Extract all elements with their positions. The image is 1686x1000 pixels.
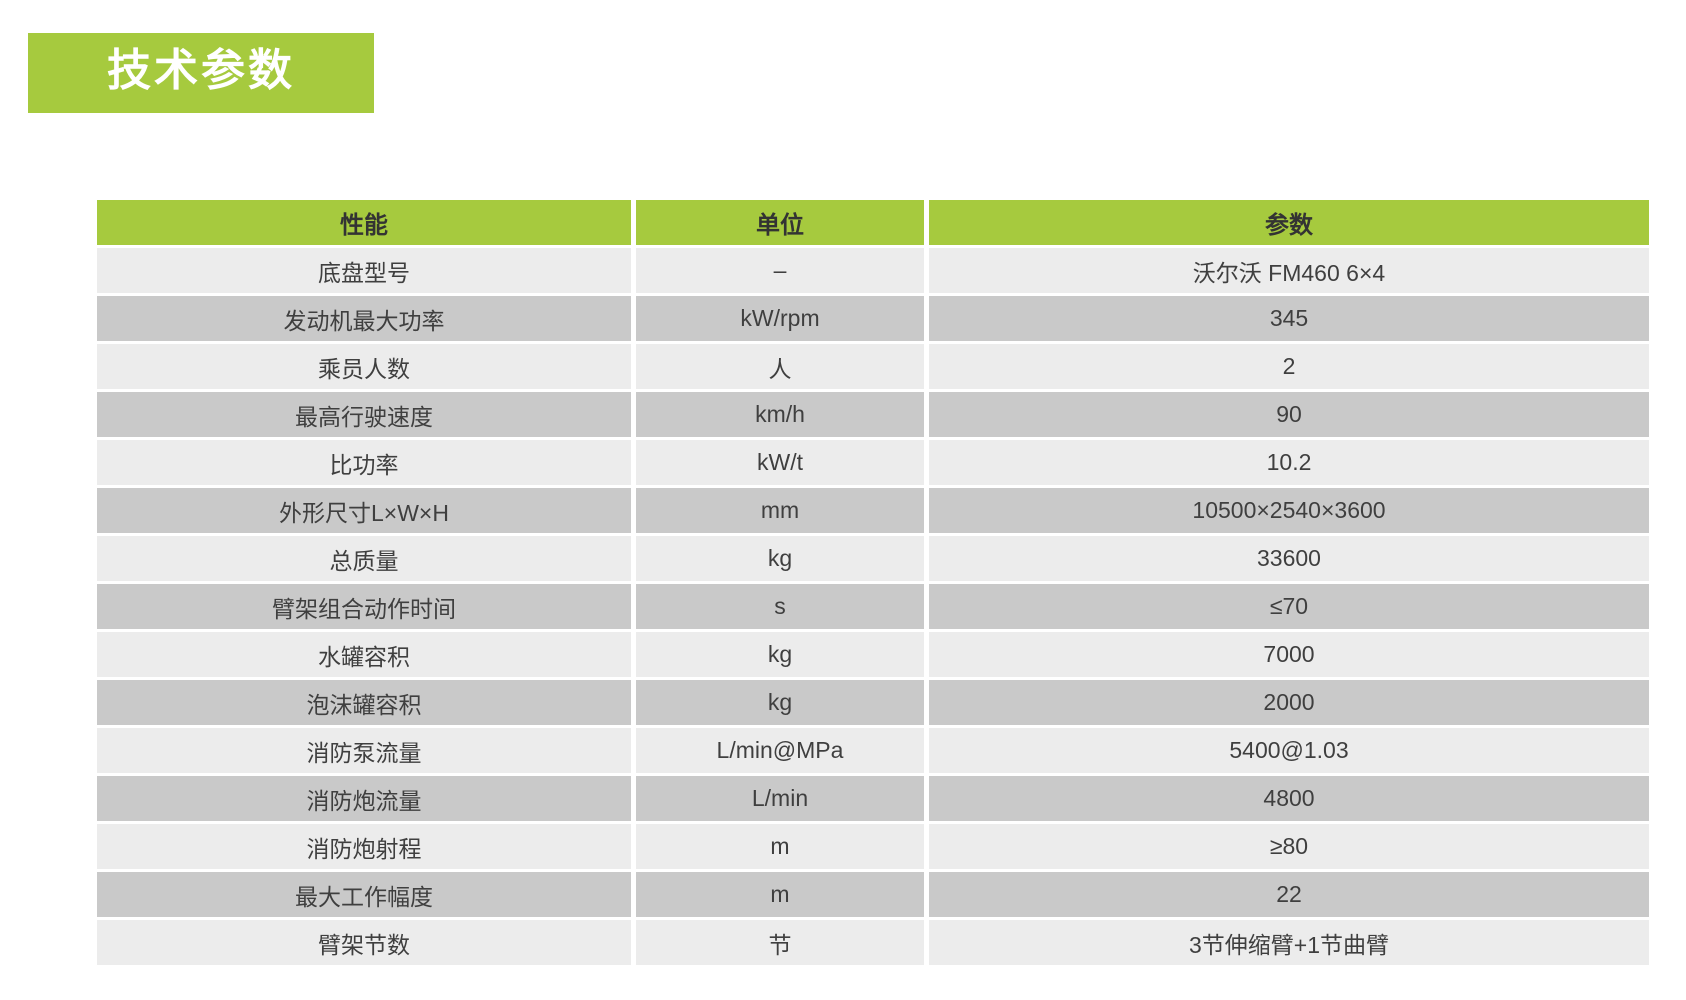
cell-name: 底盘型号 [97,248,631,293]
cell-value: ≥80 [929,824,1649,869]
cell-value: 4800 [929,776,1649,821]
cell-unit: m [636,824,924,869]
cell-unit: kg [636,632,924,677]
header-cell-unit: 单位 [636,200,924,245]
cell-name: 消防泵流量 [97,728,631,773]
cell-value: 2 [929,344,1649,389]
cell-unit: kW/rpm [636,296,924,341]
header-cell-name: 性能 [97,200,631,245]
cell-name: 消防炮射程 [97,824,631,869]
cell-name: 总质量 [97,536,631,581]
cell-value: 22 [929,872,1649,917]
cell-name: 臂架节数 [97,920,631,965]
cell-value: 5400@1.03 [929,728,1649,773]
cell-unit: km/h [636,392,924,437]
cell-name: 消防炮流量 [97,776,631,821]
cell-name: 发动机最大功率 [97,296,631,341]
cell-unit: L/min [636,776,924,821]
spec-table: 性能 单位 参数 底盘型号 – 沃尔沃 FM460 6×4 发动机最大功率 kW… [97,200,1649,965]
cell-unit: – [636,248,924,293]
cell-name: 水罐容积 [97,632,631,677]
cell-name: 最大工作幅度 [97,872,631,917]
cell-value: 10.2 [929,440,1649,485]
cell-value: 10500×2540×3600 [929,488,1649,533]
cell-value: 2000 [929,680,1649,725]
cell-unit: kW/t [636,440,924,485]
cell-name: 臂架组合动作时间 [97,584,631,629]
cell-unit: mm [636,488,924,533]
page-title-badge: 技术参数 [28,33,374,113]
header-cell-value: 参数 [929,200,1649,245]
cell-name: 外形尺寸L×W×H [97,488,631,533]
cell-unit: kg [636,536,924,581]
cell-value: 7000 [929,632,1649,677]
cell-unit: s [636,584,924,629]
cell-name: 比功率 [97,440,631,485]
cell-unit: L/min@MPa [636,728,924,773]
cell-value: 33600 [929,536,1649,581]
cell-name: 乘员人数 [97,344,631,389]
cell-name: 最高行驶速度 [97,392,631,437]
cell-value: 3节伸缩臂+1节曲臂 [929,920,1649,965]
cell-value: 90 [929,392,1649,437]
cell-unit: kg [636,680,924,725]
page-title: 技术参数 [107,46,295,95]
cell-unit: m [636,872,924,917]
cell-name: 泡沫罐容积 [97,680,631,725]
cell-value: 沃尔沃 FM460 6×4 [929,248,1649,293]
cell-unit: 节 [636,920,924,965]
cell-value: 345 [929,296,1649,341]
cell-unit: 人 [636,344,924,389]
cell-value: ≤70 [929,584,1649,629]
